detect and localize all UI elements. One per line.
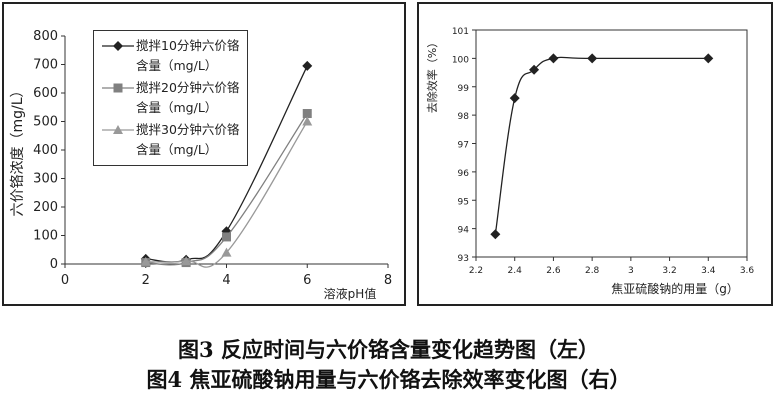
series-line [145,121,308,268]
y-tick-label: 94 [458,226,470,236]
y-tick-label: 95 [458,197,469,207]
x-tick-label: 3 [628,266,634,276]
x-tick-label: 3.4 [701,266,716,276]
y-tick-label: 100 [452,55,469,65]
legend-item: 搅拌20分钟六价铬含量（mg/L） [100,78,241,118]
marker [140,256,151,266]
legend-swatch [102,83,134,93]
y-tick-label: 99 [458,84,470,94]
y-tick-label: 97 [458,141,469,151]
legend-item: 搅拌30分钟六价铬含量（mg/L） [100,120,241,160]
series-line [145,113,308,266]
plot-frame [475,29,748,258]
legend-swatch [102,125,134,134]
legend-label: 搅拌10分钟六价铬含量（mg/L） [136,38,240,73]
x-tick-label: 0 [61,273,69,288]
x-tick-label: 8 [384,273,392,288]
y-tick-label: 98 [458,112,470,122]
marker [302,60,313,71]
x-tick-label: 2.6 [546,266,561,276]
legend-label: 搅拌20分钟六价铬含量（mg/L） [136,80,240,115]
legend-marker [113,83,123,93]
figure: 0 100 200 300 400 500 600 700 800 0 2 4 6 8 溶液pH值 六价铬浓度… [2,2,773,306]
x-tick-label: 2.8 [585,266,600,276]
x-tick-label: 2.4 [508,266,523,276]
y-tick-label: 800 [33,29,58,44]
legend-swatch [102,41,134,51]
y-tick-label: 200 [33,200,58,215]
marker [490,229,501,240]
marker [221,247,232,257]
marker [181,256,192,266]
x-tick-label: 3.2 [662,266,676,276]
y-axis-label: 六价铬浓度（mg/L） [10,83,26,216]
y-tick-label: 600 [33,86,58,101]
marker [548,53,559,64]
x-axis-label: 溶液pH值 [324,286,377,301]
x-tick-label: 2 [142,273,150,288]
legend-marker [113,125,123,134]
panel-border [2,2,406,306]
marker [302,116,313,126]
legend: 搅拌10分钟六价铬含量（mg/L） 搅拌20分钟六价铬含量（mg/L） 搅拌30分钟… [93,30,248,166]
marker [222,232,231,242]
legend-item: 搅拌10分钟六价铬含量（mg/L） [100,36,241,76]
caption: 图4 焦亚硫酸钠用量与六价铬去除效率变化图（右） [146,367,631,392]
y-tick-label: 500 [33,115,58,130]
x-tick-label: 6 [303,273,311,288]
legend-label: 搅拌30分钟六价铬含量（mg/L） [136,122,240,157]
x-tick-label: 3.6 [740,266,755,276]
y-tick-label: 101 [452,27,469,37]
y-tick-label: 400 [33,143,58,158]
x-tick-label: 2.2 [469,266,483,276]
legend-marker [113,41,123,51]
marker [703,53,714,64]
y-tick-label: 300 [33,172,58,187]
y-tick-label: 700 [33,58,58,73]
x-tick-label: 4 [222,273,230,288]
x-axis-label: 焦亚硫酸钠的用量（g） [611,281,739,296]
y-axis-label: 去除效率（%） [425,37,439,113]
marker [509,93,520,104]
marker [302,109,312,119]
panel-border [417,2,773,306]
y-tick-label: 96 [458,169,470,179]
y-tick-label: 93 [458,254,469,264]
caption: 图3 反应时间与六价铬含量变化趋势图（左） [178,337,599,362]
marker [529,64,540,75]
series-line [494,56,709,235]
y-tick-label: 0 [50,257,58,272]
y-tick-label: 100 [33,229,58,244]
marker [587,53,598,64]
